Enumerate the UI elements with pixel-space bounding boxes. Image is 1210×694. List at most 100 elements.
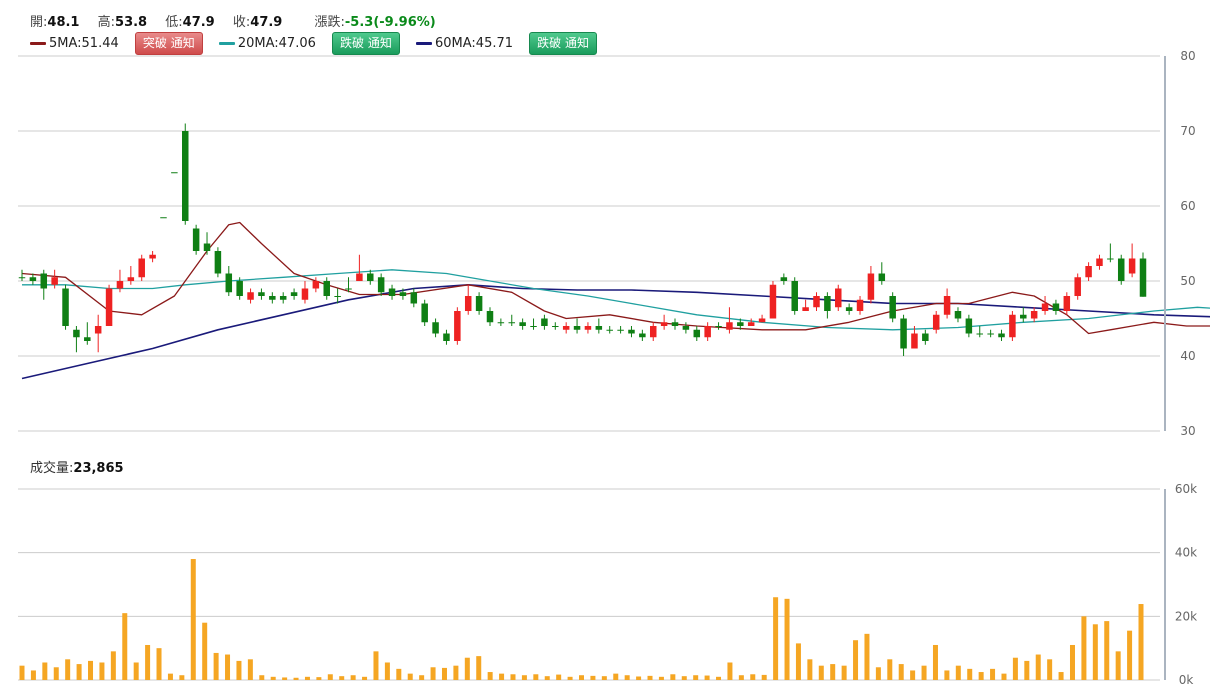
candle-body bbox=[399, 292, 407, 296]
volume-bar bbox=[76, 664, 82, 680]
candle bbox=[1009, 311, 1016, 341]
candle bbox=[247, 288, 254, 304]
volume-value: 23,865 bbox=[73, 461, 124, 476]
volume-bar bbox=[967, 668, 973, 680]
candle-body bbox=[747, 322, 755, 326]
low-label: 低 bbox=[165, 15, 179, 30]
candle bbox=[911, 326, 918, 349]
ma60-swatch bbox=[416, 42, 432, 45]
volume-bar bbox=[430, 667, 436, 680]
volume-bar bbox=[53, 667, 59, 680]
volume-bar bbox=[761, 674, 767, 680]
candle bbox=[900, 314, 907, 356]
volume-bar bbox=[658, 676, 664, 680]
volume-bar bbox=[898, 664, 904, 680]
candle-body bbox=[911, 333, 918, 349]
candle bbox=[780, 273, 788, 285]
candle-body bbox=[562, 326, 570, 330]
ma-legend: 5MA:51.44 突破 通知 20MA:47.06 跌破 通知 60MA:45… bbox=[30, 32, 609, 55]
candle bbox=[954, 307, 962, 323]
candle-body bbox=[138, 258, 145, 278]
volume-bar bbox=[1035, 654, 1041, 680]
candle-body bbox=[824, 296, 831, 311]
volume-bar bbox=[499, 673, 505, 680]
candle-body bbox=[998, 333, 1005, 338]
volume-bar bbox=[567, 676, 573, 680]
volume-bar bbox=[636, 676, 642, 680]
volume-bar bbox=[464, 657, 470, 680]
candle bbox=[62, 284, 69, 330]
candle bbox=[922, 329, 929, 345]
candle bbox=[301, 281, 309, 304]
candle-body bbox=[258, 292, 265, 296]
candle bbox=[345, 277, 352, 293]
volume-bar bbox=[556, 674, 562, 680]
candle bbox=[334, 288, 341, 304]
candle-body bbox=[704, 326, 711, 338]
open-label: 開 bbox=[30, 15, 44, 30]
volume-bar bbox=[601, 676, 607, 680]
candle bbox=[356, 254, 363, 281]
volume-bar bbox=[1092, 624, 1098, 680]
candle-body bbox=[606, 329, 613, 331]
price-tick-label: 50 bbox=[1180, 274, 1195, 288]
volume-bar bbox=[795, 643, 801, 680]
candle-body bbox=[312, 281, 320, 289]
volume-bar bbox=[282, 677, 288, 680]
price-axis: 80 70 60 50 40 30 bbox=[1164, 49, 1196, 438]
volume-bar bbox=[978, 672, 984, 680]
candle bbox=[160, 217, 167, 219]
volume-bar bbox=[1012, 657, 1018, 680]
volume-tick-label: 60k bbox=[1175, 482, 1197, 496]
candle bbox=[693, 326, 701, 341]
candle-body bbox=[18, 277, 26, 279]
volume-bar bbox=[681, 676, 687, 680]
candle-body bbox=[922, 333, 929, 341]
volume-bar bbox=[453, 665, 459, 680]
candle bbox=[715, 322, 722, 330]
candle bbox=[595, 318, 603, 334]
candle bbox=[628, 326, 635, 338]
candle bbox=[649, 322, 657, 341]
volume-bar bbox=[225, 654, 231, 680]
candle-body bbox=[127, 277, 135, 281]
volume-bar bbox=[818, 665, 824, 680]
candle-body bbox=[584, 326, 592, 330]
candle bbox=[1063, 292, 1071, 315]
candle bbox=[377, 273, 385, 296]
volume-bar bbox=[396, 668, 402, 680]
ma60-breakdown-alert-button[interactable]: 跌破 通知 bbox=[529, 32, 597, 55]
ma5-breakout-alert-button[interactable]: 突破 通知 bbox=[134, 32, 203, 55]
candle bbox=[943, 288, 951, 319]
volume-bar bbox=[179, 675, 185, 680]
candle bbox=[94, 314, 102, 353]
price-tick-label: 60 bbox=[1180, 199, 1195, 213]
candle bbox=[454, 307, 461, 345]
candle bbox=[475, 292, 483, 315]
candle-body bbox=[475, 296, 483, 311]
candle-body bbox=[203, 243, 211, 251]
candle-body bbox=[388, 288, 396, 296]
candle-body bbox=[769, 284, 777, 319]
candle bbox=[279, 292, 287, 304]
volume-bar bbox=[476, 656, 482, 680]
candle-body bbox=[856, 299, 864, 311]
volume-bars bbox=[19, 559, 1144, 680]
price-summary: 開:48.1 高:53.8 低:47.9 收:47.9 漲跌:-5.3(-9.9… bbox=[30, 11, 436, 30]
ma5-legend: 5MA:51.44 bbox=[30, 36, 119, 51]
candle-body bbox=[334, 296, 341, 297]
candle bbox=[116, 269, 124, 293]
candle-body bbox=[726, 322, 733, 330]
candle bbox=[791, 277, 798, 315]
candle-body bbox=[62, 288, 69, 326]
candle bbox=[127, 266, 135, 285]
candle-body bbox=[552, 326, 559, 327]
price-candles bbox=[18, 123, 1147, 356]
ma20-breakdown-alert-button[interactable]: 跌破 通知 bbox=[332, 32, 400, 55]
candle bbox=[617, 326, 624, 334]
volume-bar bbox=[339, 676, 345, 680]
volume-bar bbox=[590, 675, 596, 680]
volume-bar bbox=[202, 622, 208, 680]
candle bbox=[519, 318, 526, 330]
